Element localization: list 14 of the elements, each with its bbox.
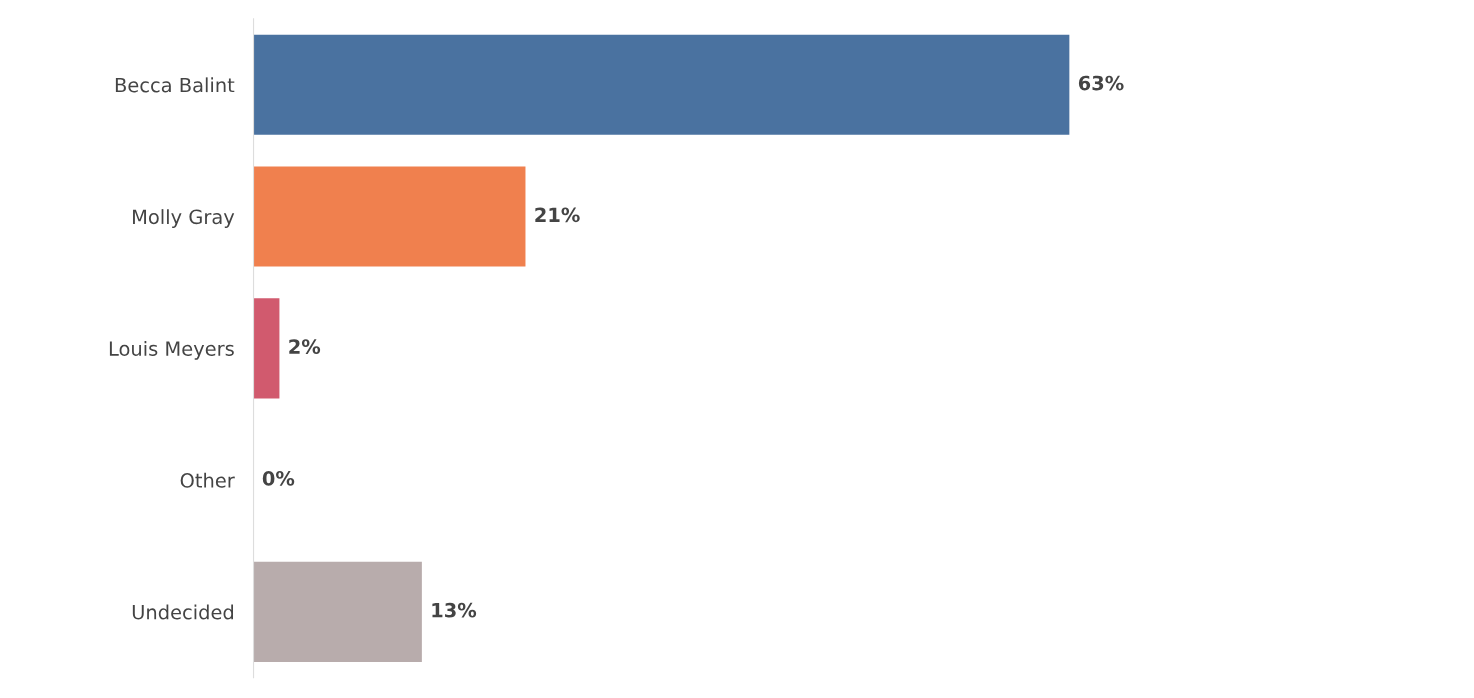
bar <box>253 166 526 267</box>
bar <box>253 34 1070 135</box>
data-label: 63% <box>1078 75 1124 91</box>
data-label: 0% <box>262 471 295 486</box>
y-tick-label: Undecided <box>132 604 234 620</box>
y-tick-label: Becca Balint <box>115 77 235 93</box>
y-tick-label: Molly Gray <box>133 209 235 228</box>
bar <box>253 561 422 662</box>
data-label: 2% <box>289 339 321 354</box>
data-label: 21% <box>535 207 580 223</box>
bar <box>253 298 280 399</box>
data-label: 13% <box>432 602 477 618</box>
y-tick-label: Louis Meyers <box>109 340 234 360</box>
y-tick-label: Other <box>180 472 235 488</box>
